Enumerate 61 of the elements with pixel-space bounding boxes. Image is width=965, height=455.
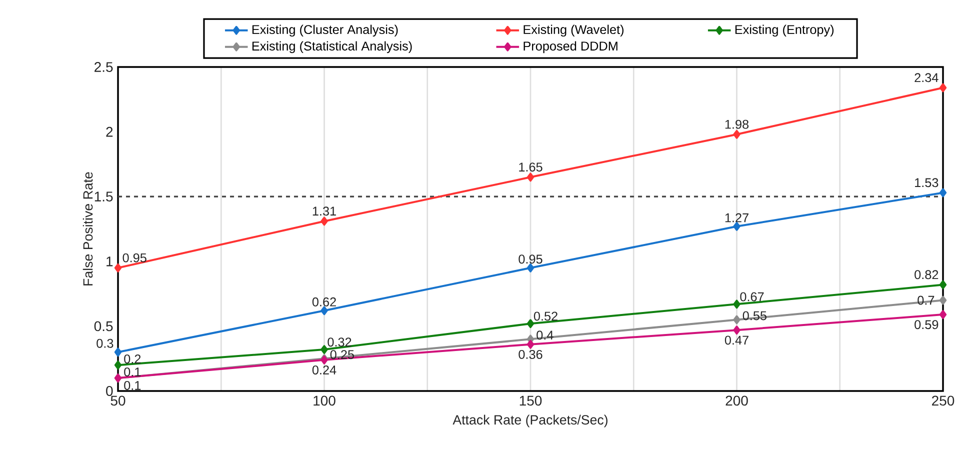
legend-label: Existing (Entropy) — [735, 24, 834, 37]
data-label: 0.36 — [518, 350, 542, 359]
data-label: 1.31 — [312, 206, 336, 216]
point — [733, 315, 740, 324]
data-label: 0.67 — [740, 292, 764, 302]
point — [733, 326, 740, 335]
point — [939, 296, 947, 305]
data-label: 0.1 — [124, 380, 141, 390]
legend-label: Existing (Statistical Analysis) — [252, 41, 412, 54]
data-label: 2.34 — [914, 73, 938, 82]
x-axis-title: Attack Rate (Packets/Sec) — [452, 414, 608, 428]
data-label: 0.62 — [312, 297, 336, 306]
data-label: 0.2 — [124, 354, 141, 364]
data-label: 0.7 — [918, 296, 934, 305]
data-label: 0.82 — [914, 270, 938, 280]
data-label: 0.55 — [742, 311, 766, 320]
legend-label: Existing (Cluster Analysis) — [252, 24, 398, 37]
data-label: 0.24 — [312, 365, 336, 374]
y-tick-label: 2.5 — [94, 62, 113, 72]
data-label: 0.3 — [96, 338, 114, 348]
x-tick-label: 150 — [520, 396, 542, 406]
point — [320, 306, 328, 316]
point — [733, 130, 740, 139]
data-label: 0.52 — [534, 312, 558, 321]
y-tick-label: 1 — [106, 256, 113, 266]
data-label: 0.95 — [122, 253, 146, 262]
point — [320, 216, 328, 226]
point — [114, 360, 122, 370]
point — [320, 345, 328, 354]
point — [526, 340, 534, 349]
point — [526, 172, 534, 182]
point — [114, 263, 122, 272]
y-tick-label: 2 — [106, 126, 113, 137]
point — [939, 83, 947, 92]
data-label: 0.1 — [124, 367, 141, 376]
y-tick-label: 1.5 — [94, 192, 113, 202]
point — [939, 280, 947, 290]
data-label: 0.25 — [330, 350, 354, 360]
point — [526, 319, 534, 328]
data-label: 1.53 — [915, 178, 938, 188]
data-label: 0.4 — [536, 330, 554, 340]
y-tick-label: 0.5 — [94, 321, 113, 332]
x-tick-label: 200 — [726, 396, 748, 406]
data-label: 0.47 — [724, 336, 748, 345]
data-label: 1.98 — [725, 120, 749, 129]
point — [939, 310, 947, 320]
point — [733, 300, 740, 309]
point — [939, 188, 947, 198]
data-label: 1.27 — [725, 213, 748, 222]
data-label: 1.65 — [519, 162, 542, 172]
data-label: 0.32 — [328, 338, 352, 347]
point — [114, 348, 122, 357]
x-tick-label: 100 — [314, 396, 336, 406]
data-label: 0.95 — [518, 254, 542, 264]
x-tick-label: 250 — [932, 396, 954, 406]
legend-label: Proposed DDDM — [524, 41, 618, 54]
x-tick-label: 50 — [110, 396, 126, 406]
legend-label: Existing (Wavelet) — [524, 24, 624, 37]
y-axis-title: False Positive Rate — [82, 172, 93, 286]
y-tick-label: 0 — [106, 386, 113, 396]
data-label: 0.59 — [914, 320, 938, 330]
